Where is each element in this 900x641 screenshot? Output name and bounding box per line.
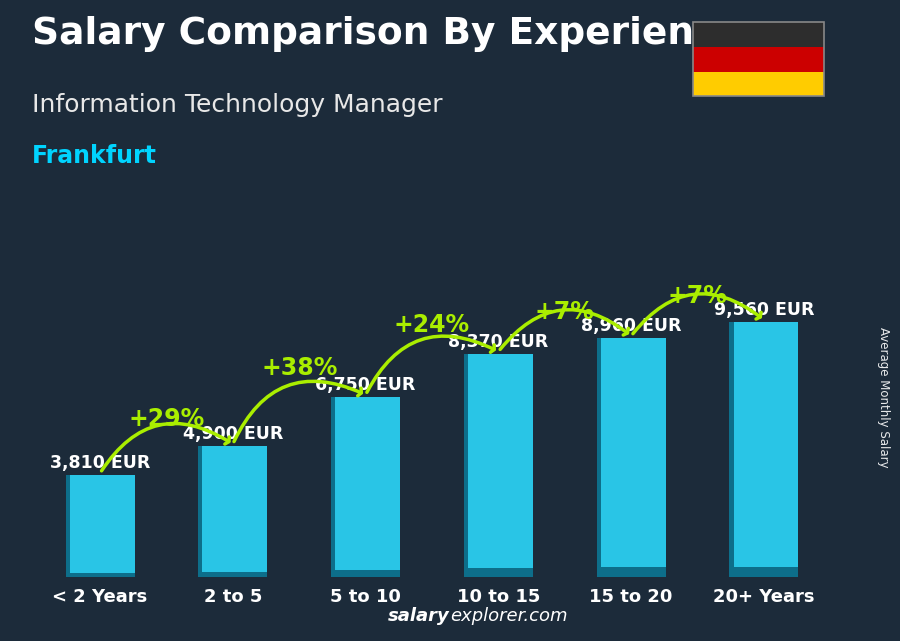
Bar	[464, 568, 533, 577]
Text: 6,750 EUR: 6,750 EUR	[315, 376, 416, 394]
Bar	[597, 567, 666, 577]
Bar	[66, 476, 69, 577]
Bar	[729, 322, 733, 577]
Bar	[597, 338, 601, 577]
Text: Average Monthly Salary: Average Monthly Salary	[878, 327, 890, 468]
Text: 8,960 EUR: 8,960 EUR	[580, 317, 681, 335]
Text: 9,560 EUR: 9,560 EUR	[714, 301, 814, 319]
Text: explorer.com: explorer.com	[450, 607, 568, 625]
Bar	[464, 354, 533, 577]
Bar	[729, 567, 798, 577]
Text: +24%: +24%	[394, 313, 470, 337]
Text: 4,900 EUR: 4,900 EUR	[183, 425, 283, 443]
Bar	[66, 476, 135, 577]
Bar	[331, 397, 335, 577]
Bar	[464, 354, 468, 577]
Bar	[597, 338, 666, 577]
Text: 8,370 EUR: 8,370 EUR	[448, 333, 548, 351]
Bar	[729, 322, 798, 577]
Text: Salary Comparison By Experience: Salary Comparison By Experience	[32, 16, 742, 52]
Bar	[66, 573, 135, 577]
Text: Frankfurt: Frankfurt	[32, 144, 157, 168]
Bar	[198, 572, 267, 577]
Text: +29%: +29%	[129, 407, 204, 431]
Text: +7%: +7%	[535, 301, 595, 324]
Text: salary: salary	[388, 607, 450, 625]
Text: +7%: +7%	[668, 285, 727, 308]
Bar	[331, 397, 400, 577]
Text: 3,810 EUR: 3,810 EUR	[50, 454, 150, 472]
Bar	[198, 446, 267, 577]
Text: +38%: +38%	[261, 356, 338, 380]
Bar	[198, 446, 202, 577]
Text: Information Technology Manager: Information Technology Manager	[32, 93, 442, 117]
Bar	[331, 570, 400, 577]
